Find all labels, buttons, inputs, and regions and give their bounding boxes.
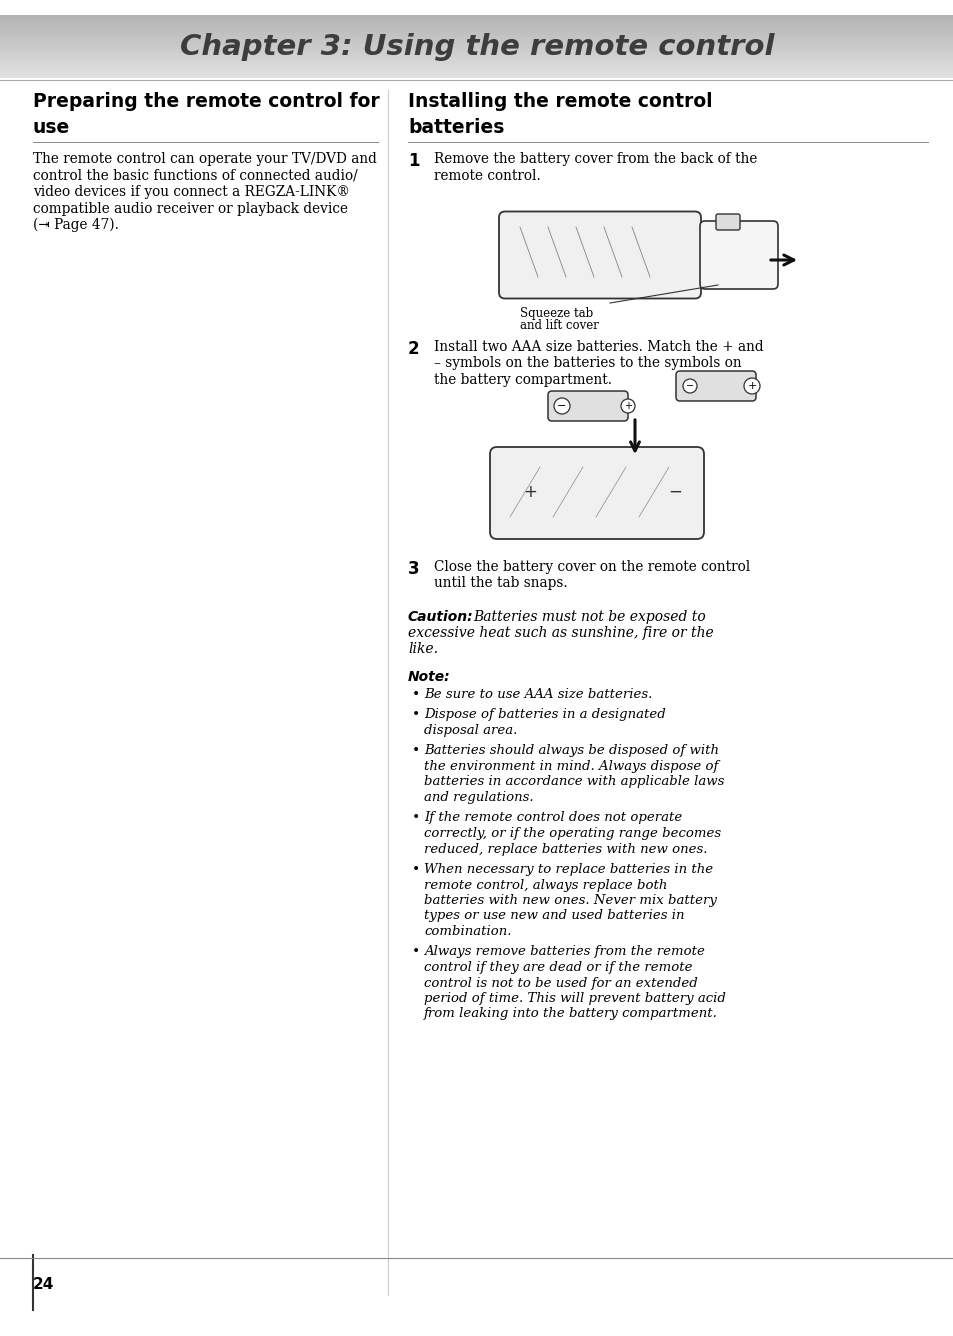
Text: Always remove batteries from the remote: Always remove batteries from the remote	[423, 946, 704, 958]
Text: and regulations.: and regulations.	[423, 791, 533, 804]
Circle shape	[620, 399, 635, 413]
Text: batteries in accordance with applicable laws: batteries in accordance with applicable …	[423, 775, 723, 788]
Text: 3: 3	[408, 560, 419, 578]
Text: 24: 24	[33, 1277, 54, 1292]
Text: 2: 2	[408, 339, 419, 358]
Text: If the remote control does not operate: If the remote control does not operate	[423, 811, 681, 824]
Text: reduced, replace batteries with new ones.: reduced, replace batteries with new ones…	[423, 843, 707, 855]
Circle shape	[743, 378, 760, 394]
Text: Remove the battery cover from the back of the: Remove the battery cover from the back o…	[434, 152, 757, 166]
Text: (⇥ Page 47).: (⇥ Page 47).	[33, 218, 119, 232]
Text: −: −	[685, 381, 694, 391]
Text: •: •	[412, 811, 420, 826]
Text: +: +	[746, 381, 756, 391]
Text: combination.: combination.	[423, 925, 511, 938]
Text: −: −	[557, 401, 566, 411]
Text: Batteries must not be exposed to: Batteries must not be exposed to	[473, 611, 705, 624]
Text: control is not to be used for an extended: control is not to be used for an extende…	[423, 977, 697, 990]
Text: period of time. This will prevent battery acid: period of time. This will prevent batter…	[423, 993, 725, 1005]
Text: +: +	[522, 484, 537, 501]
Text: use: use	[33, 118, 71, 138]
Text: Dispose of batteries in a designated: Dispose of batteries in a designated	[423, 708, 665, 721]
Text: Caution:: Caution:	[408, 611, 473, 624]
FancyBboxPatch shape	[547, 391, 627, 421]
Text: •: •	[412, 708, 420, 723]
FancyBboxPatch shape	[498, 211, 700, 298]
Text: Note:: Note:	[408, 669, 450, 684]
Text: the environment in mind. Always dispose of: the environment in mind. Always dispose …	[423, 760, 718, 774]
Text: control the basic functions of connected audio/: control the basic functions of connected…	[33, 168, 357, 183]
Text: Installing the remote control: Installing the remote control	[408, 92, 712, 111]
Text: •: •	[412, 946, 420, 959]
Text: the battery compartment.: the battery compartment.	[434, 373, 612, 387]
Text: The remote control can operate your TV/DVD and: The remote control can operate your TV/D…	[33, 152, 376, 166]
FancyBboxPatch shape	[490, 448, 703, 538]
FancyBboxPatch shape	[716, 214, 740, 230]
Text: remote control.: remote control.	[434, 168, 540, 183]
FancyBboxPatch shape	[700, 220, 778, 289]
Text: •: •	[412, 744, 420, 759]
Text: Batteries should always be disposed of with: Batteries should always be disposed of w…	[423, 744, 719, 758]
Text: types or use new and used batteries in: types or use new and used batteries in	[423, 910, 684, 922]
Text: •: •	[412, 863, 420, 876]
Text: remote control, always replace both: remote control, always replace both	[423, 879, 667, 891]
Text: Preparing the remote control for: Preparing the remote control for	[33, 92, 379, 111]
Text: batteries: batteries	[408, 118, 504, 138]
Text: Be sure to use AAA size batteries.: Be sure to use AAA size batteries.	[423, 688, 652, 701]
Text: 1: 1	[408, 152, 419, 170]
FancyBboxPatch shape	[676, 371, 755, 401]
Text: +: +	[623, 401, 631, 411]
Text: and lift cover: and lift cover	[519, 319, 598, 333]
Text: compatible audio receiver or playback device: compatible audio receiver or playback de…	[33, 202, 348, 215]
Text: until the tab snaps.: until the tab snaps.	[434, 577, 567, 591]
Text: Install two AAA size batteries. Match the + and: Install two AAA size batteries. Match th…	[434, 339, 762, 354]
Text: disposal area.: disposal area.	[423, 724, 517, 737]
Text: control if they are dead or if the remote: control if they are dead or if the remot…	[423, 961, 692, 974]
Text: When necessary to replace batteries in the: When necessary to replace batteries in t…	[423, 863, 713, 876]
Text: from leaking into the battery compartment.: from leaking into the battery compartmen…	[423, 1007, 717, 1021]
Text: – symbols on the batteries to the symbols on: – symbols on the batteries to the symbol…	[434, 357, 740, 370]
Text: batteries with new ones. Never mix battery: batteries with new ones. Never mix batte…	[423, 894, 716, 907]
Text: Chapter 3: Using the remote control: Chapter 3: Using the remote control	[179, 33, 774, 61]
Circle shape	[682, 379, 697, 393]
Text: Close the battery cover on the remote control: Close the battery cover on the remote co…	[434, 560, 749, 574]
Text: excessive heat such as sunshine, fire or the: excessive heat such as sunshine, fire or…	[408, 627, 713, 640]
Text: like.: like.	[408, 643, 437, 656]
Text: Squeeze tab: Squeeze tab	[519, 307, 593, 321]
Text: video devices if you connect a REGZA-LINK®: video devices if you connect a REGZA-LIN…	[33, 184, 350, 199]
Text: −: −	[667, 484, 681, 501]
Text: correctly, or if the operating range becomes: correctly, or if the operating range bec…	[423, 827, 720, 840]
Text: •: •	[412, 688, 420, 701]
Circle shape	[554, 398, 569, 414]
